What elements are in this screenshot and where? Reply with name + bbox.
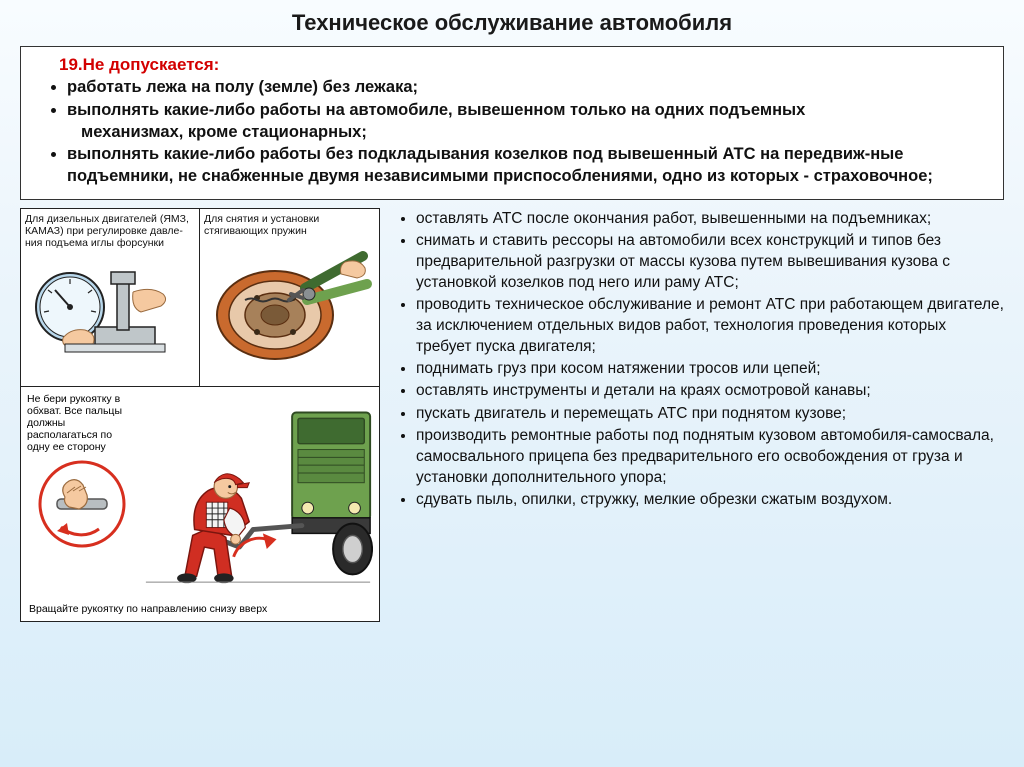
worker-crank-illustration [143, 393, 373, 593]
prohibitions-continued: оставлять АТС после окончания работ, выв… [394, 208, 1004, 622]
list-item: производить ремонтные работы под подняты… [416, 425, 1004, 488]
figure-caption-tl: Для дизельных двигателей (ЯМЗ, КАМАЗ) пр… [25, 213, 195, 249]
list-item: снимать и ставить рессоры на автомобили … [416, 230, 1004, 293]
figure-caption-bottom: Вращайте рукоятку по направлению снизу в… [21, 599, 379, 621]
prohibitions-box: 19.Не допускается: работать лежа на полу… [20, 46, 1004, 200]
brake-drum-illustration [204, 240, 375, 370]
top-item: выполнять какие-либо работы без подклады… [67, 144, 989, 188]
list-item: проводить техническое обслуживание и рем… [416, 294, 1004, 357]
list-item: оставлять инструменты и детали на краях … [416, 380, 1004, 401]
top-list: работать лежа на полу (земле) без лежака… [67, 77, 989, 188]
list-item: сдувать пыль, опилки, стружку, мелкие об… [416, 489, 1004, 510]
top-item: выполнять какие-либо работы на автомобил… [67, 100, 989, 144]
diesel-gauge-illustration [25, 252, 195, 382]
crank-grip-illustration [37, 459, 127, 549]
list-item: пускать двигатель и перемещать АТС при п… [416, 403, 1004, 424]
list-item: поднимать груз при косом натяжении тросо… [416, 358, 1004, 379]
section-heading: 19.Не допускается: [59, 55, 989, 75]
safety-figure: Для дизельных двигателей (ЯМЗ, КАМАЗ) пр… [20, 208, 380, 622]
list-item: оставлять АТС после окончания работ, выв… [416, 208, 1004, 229]
figure-caption-tr: Для снятия и установки стягивающих пружи… [204, 213, 375, 237]
top-item: работать лежа на полу (земле) без лежака… [67, 77, 989, 99]
figure-caption-bl: Не бери рукоятку в обхват. Все пальцы до… [27, 393, 137, 453]
page-title: Техническое обслуживание автомобиля [0, 10, 1024, 36]
